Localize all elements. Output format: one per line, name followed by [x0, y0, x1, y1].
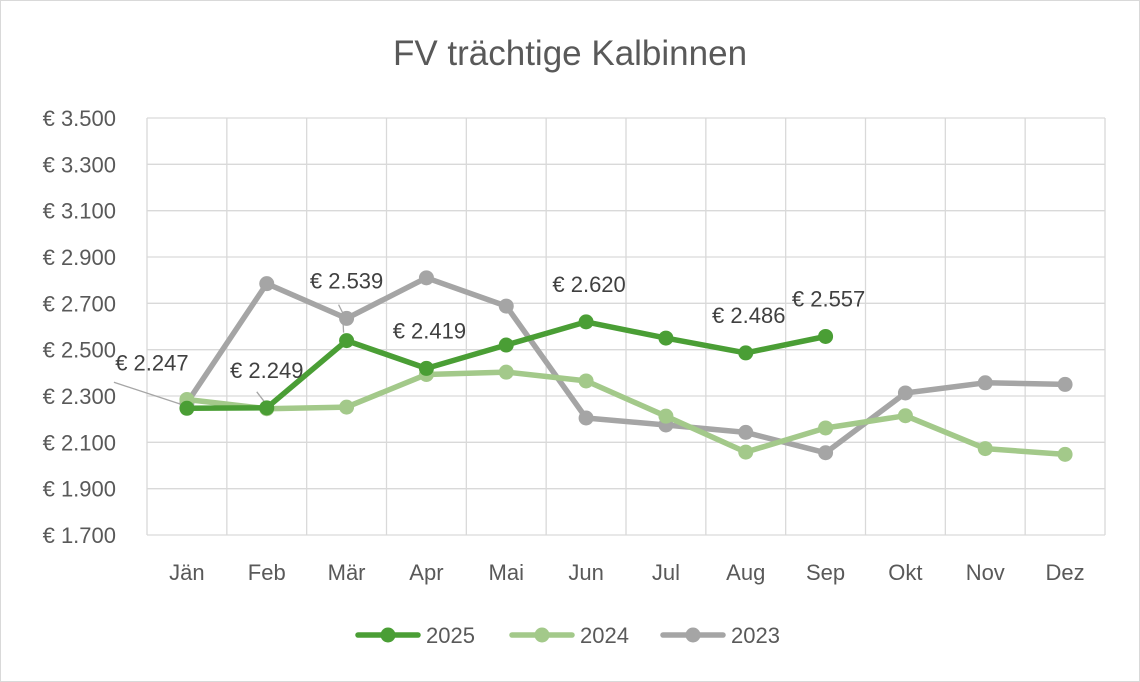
y-tick-label: € 3.500: [43, 106, 116, 131]
data-point-2024: [658, 408, 674, 424]
data-point-2024: [897, 408, 913, 424]
data-labels: € 2.247 € 2.249 € 2.539 € 2.419 € 2.620 € 2.4…: [115, 269, 865, 383]
series-line-2023: [184, 275, 1068, 456]
data-point-2023: [977, 375, 993, 391]
x-axis-tick-labels: Jän Feb Mär Apr Mai Jun Jul Aug Sep Okt Nov Dez: [169, 560, 1084, 585]
data-label: € 2.419: [393, 318, 466, 343]
y-axis-tick-labels: € 1.700 € 1.900 € 2.100 € 2.300 € 2.500 € 2.7…: [43, 106, 116, 548]
series-2025: [179, 314, 834, 416]
data-point-2024: [818, 420, 834, 436]
legend-label: 2025: [426, 623, 475, 648]
legend-swatch-marker: [534, 627, 550, 643]
x-tick-label: Nov: [966, 560, 1005, 585]
x-tick-label: Feb: [248, 560, 286, 585]
annotation-leader-line: [113, 381, 185, 406]
x-tick-label: Aug: [726, 560, 765, 585]
y-tick-label: € 3.300: [43, 152, 116, 177]
data-point-2023: [1057, 376, 1073, 392]
data-point-2025: [339, 333, 355, 349]
y-tick-label: € 3.100: [43, 199, 116, 224]
data-label: € 2.247: [115, 350, 188, 375]
legend-label: 2023: [731, 623, 780, 648]
data-point-2023: [897, 385, 913, 401]
data-point-2023: [418, 270, 434, 286]
gridlines: [146, 117, 1106, 536]
data-label: € 2.557: [792, 286, 865, 311]
y-tick-label: € 2.900: [43, 245, 116, 270]
y-tick-label: € 1.900: [43, 477, 116, 502]
x-tick-label: Mär: [328, 560, 366, 585]
legend-item-2025: 2025: [355, 623, 475, 648]
data-point-2025: [179, 400, 195, 416]
chart-title: FV trächtige Kalbinnen: [393, 34, 747, 73]
data-label: € 2.486: [712, 303, 785, 328]
x-tick-label: Jul: [652, 560, 680, 585]
data-point-2025: [658, 330, 674, 346]
data-point-2025: [578, 314, 594, 330]
data-point-2025: [259, 400, 275, 416]
data-point-2025: [818, 328, 834, 344]
x-tick-label: Dez: [1046, 560, 1085, 585]
y-tick-label: € 2.500: [43, 338, 116, 363]
data-label: € 2.539: [310, 269, 383, 294]
data-point-2025: [498, 337, 514, 353]
data-point-2024: [738, 444, 754, 460]
series-2023: [179, 270, 1073, 461]
x-tick-label: Jän: [169, 560, 204, 585]
legend-swatch-marker: [685, 627, 701, 643]
data-point-2024: [1057, 446, 1073, 462]
data-point-2024: [578, 373, 594, 389]
data-point-2023: [259, 276, 275, 292]
data-label: € 2.249: [230, 358, 303, 383]
y-tick-label: € 2.100: [43, 430, 116, 455]
data-point-2023: [339, 310, 355, 326]
x-tick-label: Sep: [806, 560, 845, 585]
data-point-2024: [498, 364, 514, 380]
y-tick-label: € 2.700: [43, 291, 116, 316]
legend-item-2023: 2023: [660, 623, 780, 648]
data-point-2023: [738, 424, 754, 440]
x-tick-label: Mai: [489, 560, 524, 585]
series-2024: [179, 364, 1073, 462]
data-point-2025: [418, 360, 434, 376]
data-point-2023: [818, 445, 834, 461]
x-tick-label: Jun: [568, 560, 603, 585]
y-tick-label: € 1.700: [43, 523, 116, 548]
data-point-2024: [977, 441, 993, 457]
data-point-2024: [339, 399, 355, 415]
data-label: € 2.620: [552, 272, 625, 297]
legend-item-2024: 2024: [509, 623, 629, 648]
data-point-2023: [578, 410, 594, 426]
legend: 2025 2024 2023: [355, 623, 780, 648]
legend-label: 2024: [580, 623, 629, 648]
x-tick-label: Okt: [888, 560, 922, 585]
x-tick-label: Apr: [409, 560, 443, 585]
y-tick-label: € 2.300: [43, 384, 116, 409]
data-point-2025: [738, 345, 754, 361]
series-line-2024: [184, 369, 1068, 458]
legend-swatch-marker: [380, 627, 396, 643]
series-lines: [179, 270, 1073, 462]
data-point-2023: [498, 298, 514, 314]
